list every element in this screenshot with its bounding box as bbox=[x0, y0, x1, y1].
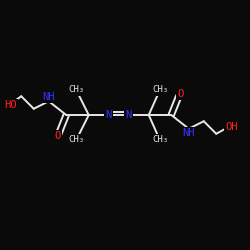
Text: O: O bbox=[54, 131, 60, 141]
Text: HO: HO bbox=[4, 100, 17, 110]
Text: N: N bbox=[106, 110, 112, 120]
Text: CH₃: CH₃ bbox=[152, 136, 168, 144]
Text: O: O bbox=[177, 89, 183, 99]
Text: CH₃: CH₃ bbox=[68, 136, 84, 144]
Text: CH₃: CH₃ bbox=[68, 86, 84, 94]
Text: NH: NH bbox=[182, 128, 195, 138]
Text: OH: OH bbox=[225, 122, 237, 132]
Text: N: N bbox=[126, 110, 132, 120]
Text: CH₃: CH₃ bbox=[152, 86, 168, 94]
Text: NH: NH bbox=[42, 92, 55, 102]
